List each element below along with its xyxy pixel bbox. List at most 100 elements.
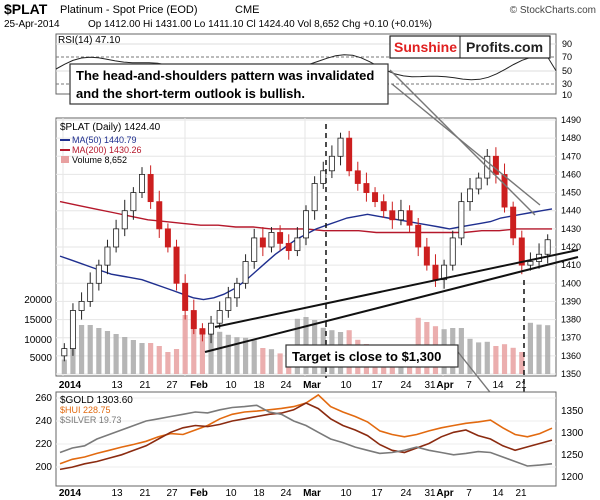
x-tick-mar: Mar [303,488,321,499]
volume-bar [104,331,111,374]
x-tick-7: 7 [466,380,472,391]
candle-body [415,224,422,248]
volume-bar [130,340,136,374]
price-tick-label: 1380 [561,315,581,325]
candle-body [95,264,102,284]
price-tick-label: 1490 [561,115,581,125]
upper-trendline [214,249,579,328]
x-tick-27: 27 [166,488,178,499]
metals-panel: $GOLD 1303.60 $HUI 228.75 $SILVER 19.73 … [35,391,584,487]
candle-body [242,261,249,284]
volume-bar [182,315,188,374]
candle-body [527,261,534,266]
x-tick-27: 27 [166,380,178,391]
x-tick-10: 10 [225,488,237,499]
series-hui [59,402,553,471]
candles [61,130,551,362]
annotation-target: Target is close to $1,300 [292,349,441,364]
x-tick-24: 24 [400,488,412,499]
candle-body [182,282,189,311]
candle-body [147,174,154,203]
candle-body [113,228,120,248]
x-tick-7: 7 [466,488,472,499]
left-tick-200: 200 [35,462,52,473]
volume-bar [527,322,534,374]
volume-bar [251,340,257,374]
price-axis: 1350 1360 1370 1380 1390 1400 1410 1420 1430 1440… [561,115,581,379]
volume-bar [191,321,197,374]
volume-bar [78,325,85,374]
quote-line: Op 1412.00 Hi 1431.00 Lo 1411.10 Cl 1424… [88,19,432,30]
candle-body [61,348,68,357]
right-tick-1350: 1350 [561,406,584,417]
candle-body [337,137,344,157]
candle-body [130,192,137,212]
candle-body [544,239,551,255]
candle-body [423,246,430,266]
candle-body [173,246,180,284]
x-tick-24: 24 [280,380,292,391]
rsi-tick-70: 70 [562,52,572,62]
candle-body [268,232,275,248]
watermark: © StockCharts.com [510,5,596,16]
candle-body [475,177,482,190]
candle-body [406,210,413,226]
metals-frame [55,391,557,487]
legend-volume-swatch [61,156,69,163]
x-tick-10: 10 [225,380,237,391]
x-tick-feb: Feb [190,488,208,499]
x-tick-14: 14 [492,488,504,499]
x-tick-24: 24 [400,380,412,391]
volume-bar [113,334,119,374]
x-tick-24: 24 [280,488,292,499]
vol-tick-20000: 20000 [24,295,52,306]
x-axis-price: 2014 13 21 27 Feb 10 18 24 Mar 10 17 24 31 Apr 7 14 21 [59,380,527,391]
candle-body [328,155,335,172]
price-tick-label: 1430 [561,224,581,234]
x-tick-feb: Feb [190,380,208,391]
lower-trendline [204,256,579,353]
legend-gold: $GOLD 1303.60 [60,395,133,406]
x-tick-10: 10 [340,380,352,391]
candle-body [294,237,301,252]
legend-volume: Volume 8,652 [72,155,127,165]
left-tick-240: 240 [35,416,52,427]
branding-sunshine: Sunshine [394,39,457,55]
symbol: $PLAT [4,1,48,17]
x-tick-17: 17 [371,380,383,391]
price-tick-label: 1470 [561,151,581,161]
price-tick-label: 1410 [561,260,581,270]
right-tick-1300: 1300 [561,428,584,439]
rsi-tick-10: 10 [562,90,572,100]
candle-body [285,242,292,252]
volume-bar [139,343,145,374]
x-tick-17: 17 [371,488,383,499]
x-tick-21: 21 [139,488,151,499]
legend-silver: $SILVER 19.73 [60,415,121,425]
x-tick-31: 31 [424,380,436,391]
price-tick-label: 1450 [561,188,581,198]
volume-bar [208,329,214,374]
right-tick-1250: 1250 [561,450,584,461]
candle-body [467,188,473,203]
price-tick-label: 1370 [561,333,581,343]
volume-bar [260,348,266,374]
x-tick-31: 31 [424,488,436,499]
vol-tick-5000: 5000 [30,353,53,364]
volume-bar [242,337,249,374]
volume-bar [277,353,283,374]
candle-body [251,237,258,262]
candle-body [518,237,525,266]
candle-body [164,228,171,248]
candle-body [121,210,128,230]
series-silver [59,404,553,467]
price-tick-label: 1390 [561,296,581,306]
legend-ma200: MA(200) 1430.26 [72,145,142,155]
branding-box [389,35,551,59]
x-tick-21: 21 [139,380,151,391]
candle-body [510,206,517,239]
callout-pointer-2 [391,83,541,206]
x-tick-13: 13 [111,380,123,391]
rsi-label: RSI(14) 47.10 [58,35,121,46]
candle-body [303,210,309,239]
